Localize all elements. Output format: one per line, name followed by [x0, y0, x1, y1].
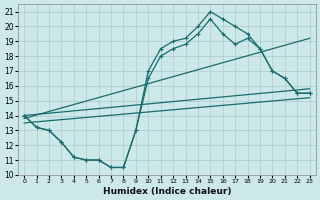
X-axis label: Humidex (Indice chaleur): Humidex (Indice chaleur): [103, 187, 231, 196]
